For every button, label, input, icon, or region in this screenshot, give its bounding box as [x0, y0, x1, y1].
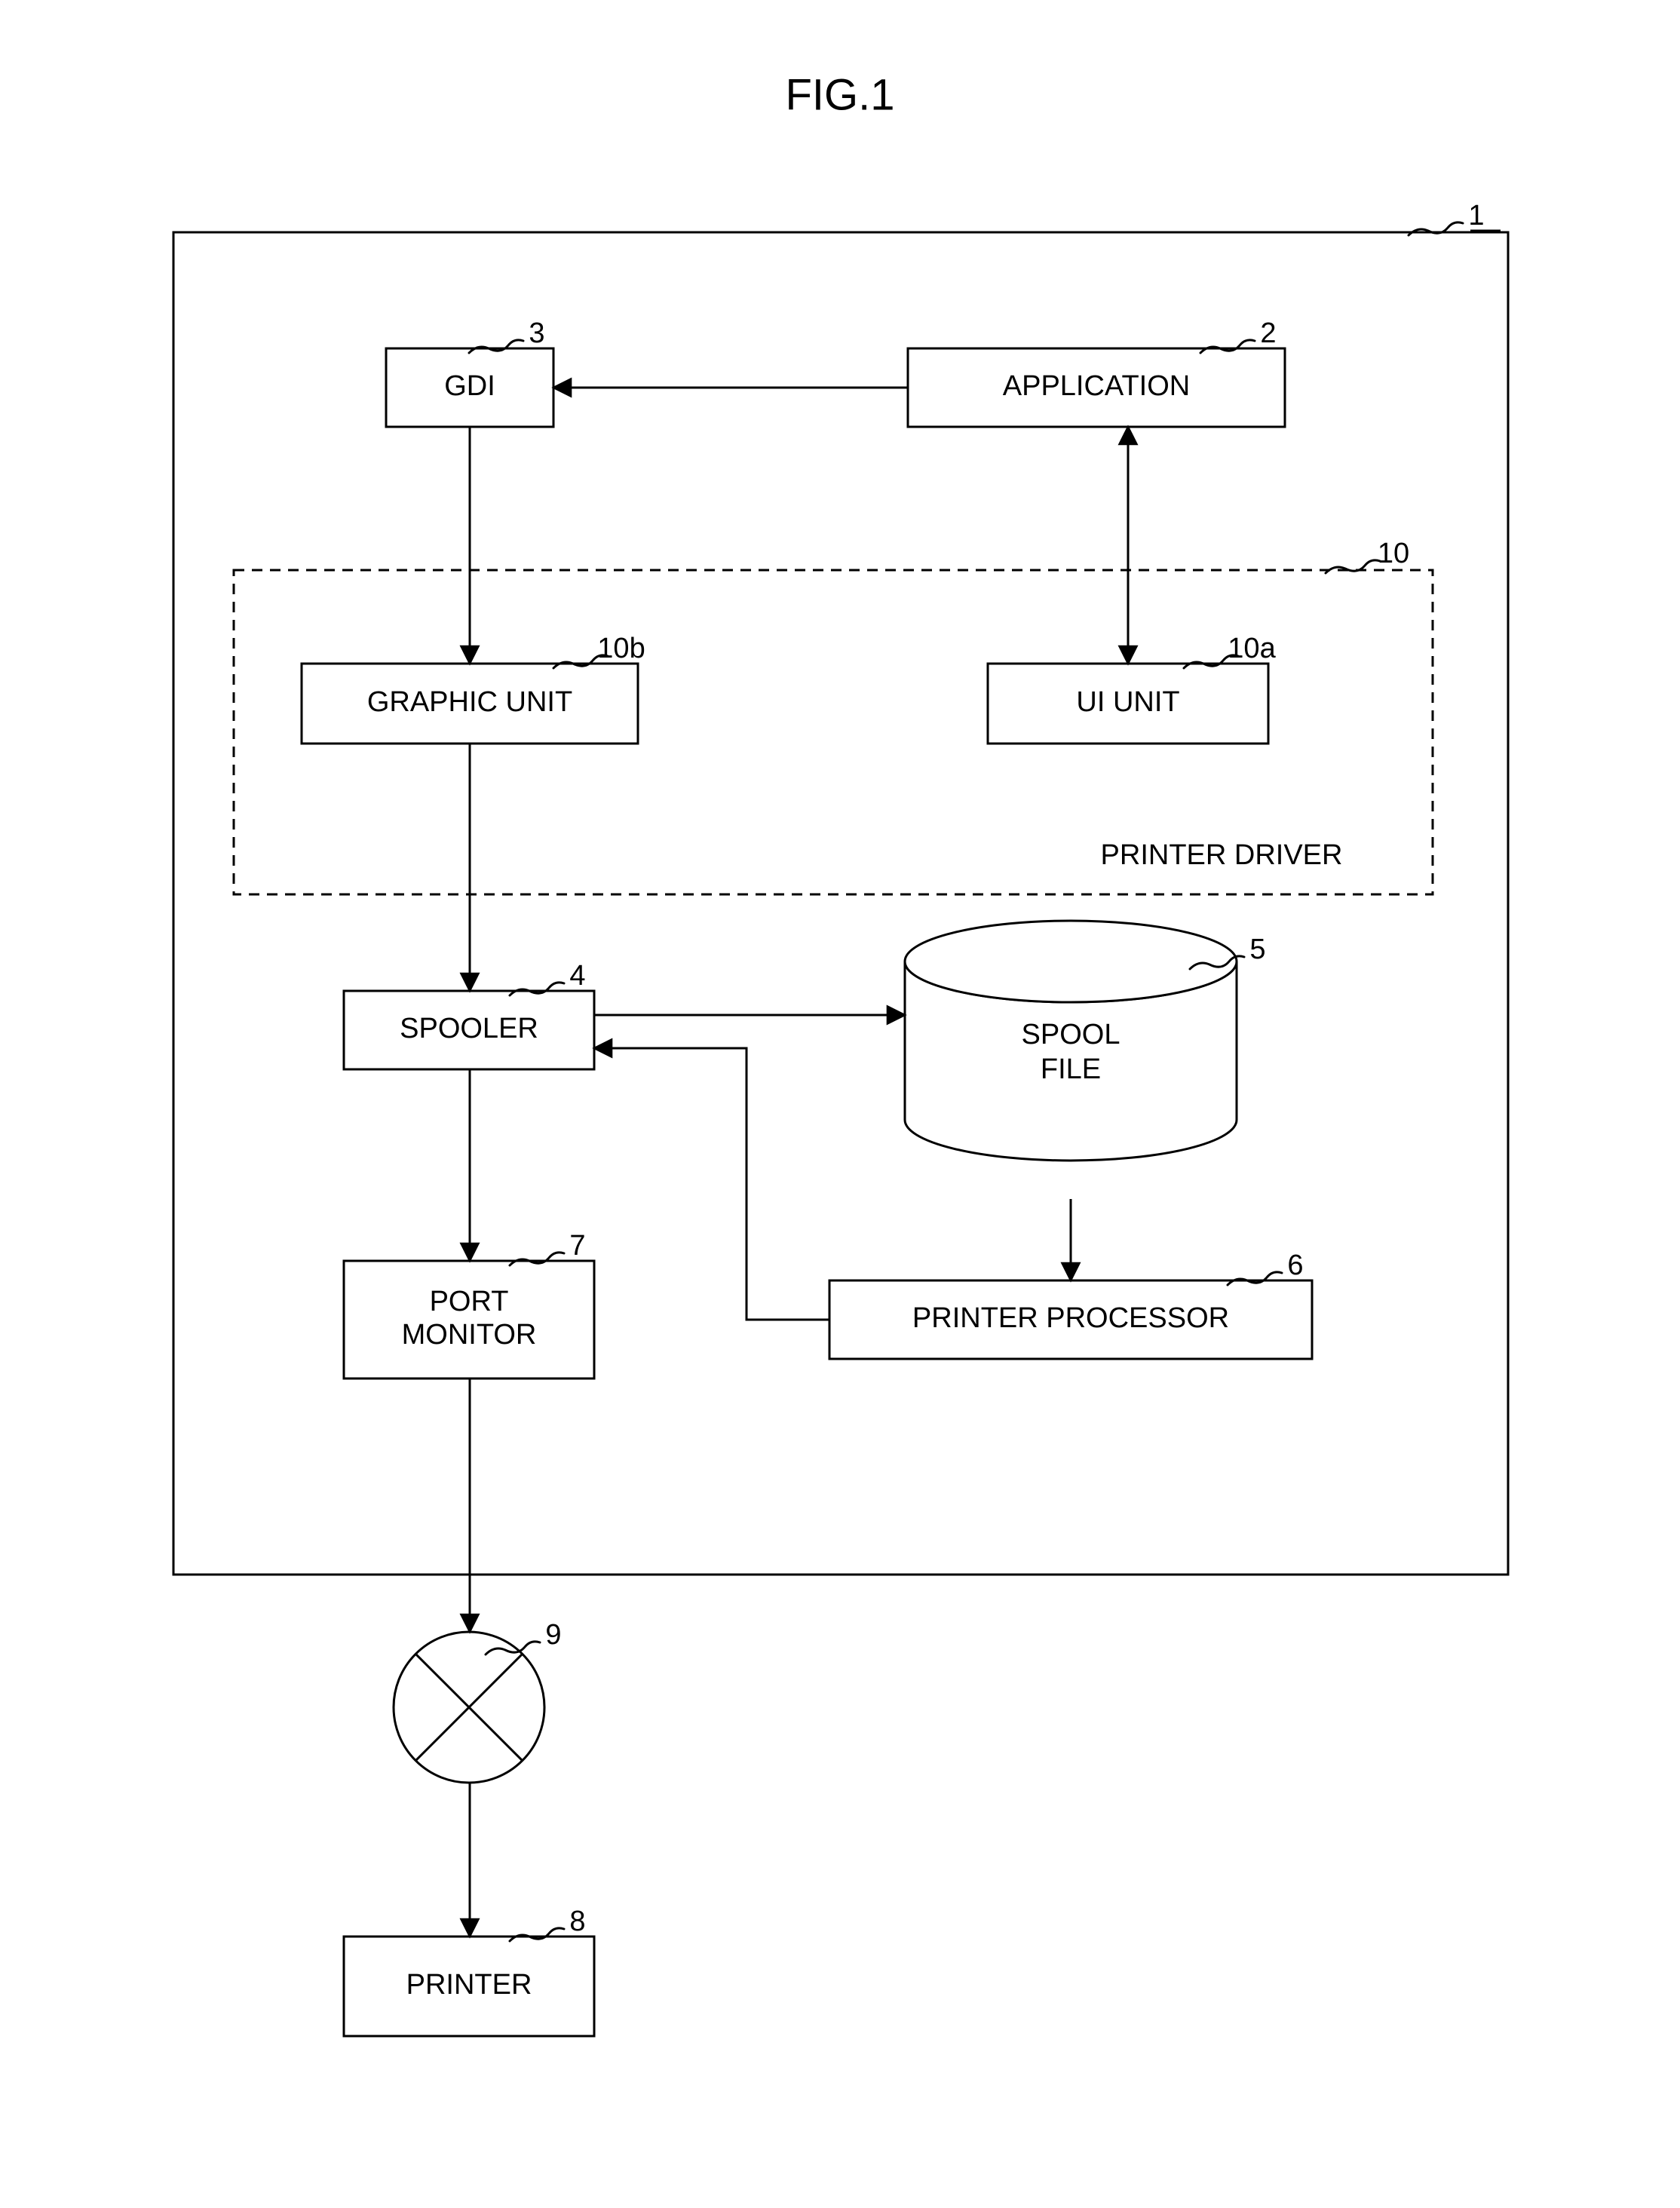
- spool-file-label2: FILE: [1041, 1053, 1101, 1085]
- ref-number: 10b: [597, 633, 645, 664]
- ref-number: 2: [1260, 317, 1276, 349]
- spooler-label: SPOOLER: [400, 1013, 538, 1044]
- ref-number: 6: [1287, 1250, 1303, 1281]
- ref-number: 9: [545, 1619, 561, 1651]
- diagram-layer: 1 PRINTER DRIVER 10 GDI 3 APPLICATION 2 GRAPHIC…: [173, 200, 1508, 2036]
- ref-number: 5: [1249, 934, 1265, 965]
- pproc-label: PRINTER PROCESSOR: [912, 1302, 1229, 1334]
- gdi-label: GDI: [444, 370, 495, 402]
- ref-number: 10a: [1228, 633, 1276, 664]
- printer-label: PRINTER: [406, 1969, 532, 2001]
- ref-number: 1: [1468, 200, 1484, 232]
- figure-title: FIG.1: [785, 70, 894, 119]
- app-label: APPLICATION: [1003, 370, 1190, 402]
- graphic-label: GRAPHIC UNIT: [367, 686, 572, 718]
- uiunit-label: UI UNIT: [1076, 686, 1179, 718]
- ref-leader: [1326, 560, 1380, 573]
- ref-number: 8: [569, 1906, 585, 1937]
- edge-pproc-spooler: [594, 1048, 829, 1320]
- port-label2: MONITOR: [402, 1319, 537, 1351]
- printer-driver-label: PRINTER DRIVER: [1101, 839, 1343, 871]
- spool-file-label: SPOOL: [1022, 1019, 1121, 1050]
- ref-number: 7: [569, 1230, 585, 1262]
- spool-file-top: [905, 921, 1237, 1002]
- figure-diagram: FIG.1 1 PRINTER DRIVER 10 GDI 3 APPLICATION 2 G…: [0, 0, 1680, 2208]
- ref-number: 4: [569, 960, 585, 992]
- ref-number: 10: [1378, 538, 1409, 569]
- port-label: PORT: [430, 1286, 509, 1317]
- ref-number: 3: [529, 317, 544, 349]
